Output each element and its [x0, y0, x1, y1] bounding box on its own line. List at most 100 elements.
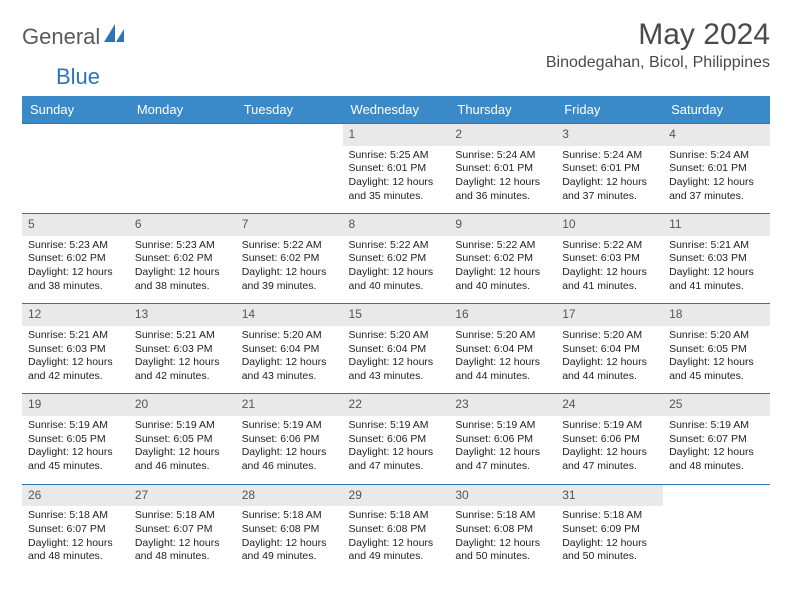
day-details: Sunrise: 5:18 AMSunset: 6:07 PMDaylight:…: [129, 506, 236, 574]
day-number: 17: [556, 304, 663, 326]
day-details: Sunrise: 5:18 AMSunset: 6:09 PMDaylight:…: [556, 506, 663, 574]
day-number: 3: [556, 124, 663, 146]
day-number: 2: [449, 124, 556, 146]
day-number: 18: [663, 304, 770, 326]
day-number: 7: [236, 214, 343, 236]
logo: General: [22, 18, 128, 50]
day-number: 4: [663, 124, 770, 146]
day-details: Sunrise: 5:20 AMSunset: 6:04 PMDaylight:…: [449, 326, 556, 394]
day-number: 12: [22, 304, 129, 326]
day-number: 21: [236, 394, 343, 416]
day-details: Sunrise: 5:24 AMSunset: 6:01 PMDaylight:…: [663, 146, 770, 214]
calendar-cell: 21Sunrise: 5:19 AMSunset: 6:06 PMDayligh…: [236, 394, 343, 484]
day-details: Sunrise: 5:23 AMSunset: 6:02 PMDaylight:…: [22, 236, 129, 304]
calendar-row: 12Sunrise: 5:21 AMSunset: 6:03 PMDayligh…: [22, 304, 770, 394]
day-number: 10: [556, 214, 663, 236]
calendar-cell: 16Sunrise: 5:20 AMSunset: 6:04 PMDayligh…: [449, 304, 556, 394]
day-details: Sunrise: 5:18 AMSunset: 6:08 PMDaylight:…: [343, 506, 450, 574]
calendar-cell: 6Sunrise: 5:23 AMSunset: 6:02 PMDaylight…: [129, 214, 236, 304]
calendar-cell: [236, 124, 343, 214]
day-number: 11: [663, 214, 770, 236]
calendar-cell: 30Sunrise: 5:18 AMSunset: 6:08 PMDayligh…: [449, 484, 556, 574]
day-number: 28: [236, 485, 343, 507]
day-number: 6: [129, 214, 236, 236]
calendar-cell: 5Sunrise: 5:23 AMSunset: 6:02 PMDaylight…: [22, 214, 129, 304]
weekday-header: Thursday: [449, 96, 556, 124]
calendar-cell: [129, 124, 236, 214]
day-details: Sunrise: 5:21 AMSunset: 6:03 PMDaylight:…: [22, 326, 129, 394]
day-number: 15: [343, 304, 450, 326]
day-details: Sunrise: 5:20 AMSunset: 6:04 PMDaylight:…: [556, 326, 663, 394]
weekday-header: Friday: [556, 96, 663, 124]
calendar-cell: 9Sunrise: 5:22 AMSunset: 6:02 PMDaylight…: [449, 214, 556, 304]
calendar-cell: 22Sunrise: 5:19 AMSunset: 6:06 PMDayligh…: [343, 394, 450, 484]
day-details: Sunrise: 5:20 AMSunset: 6:04 PMDaylight:…: [236, 326, 343, 394]
day-number: 27: [129, 485, 236, 507]
day-details: Sunrise: 5:20 AMSunset: 6:04 PMDaylight:…: [343, 326, 450, 394]
day-number: 20: [129, 394, 236, 416]
day-details: Sunrise: 5:24 AMSunset: 6:01 PMDaylight:…: [556, 146, 663, 214]
day-number: 30: [449, 485, 556, 507]
calendar-cell: 15Sunrise: 5:20 AMSunset: 6:04 PMDayligh…: [343, 304, 450, 394]
calendar-cell: [663, 484, 770, 574]
day-number: 1: [343, 124, 450, 146]
calendar-cell: 11Sunrise: 5:21 AMSunset: 6:03 PMDayligh…: [663, 214, 770, 304]
day-number: 26: [22, 485, 129, 507]
day-details: Sunrise: 5:22 AMSunset: 6:02 PMDaylight:…: [236, 236, 343, 304]
day-details: Sunrise: 5:19 AMSunset: 6:06 PMDaylight:…: [556, 416, 663, 484]
weekday-header: Wednesday: [343, 96, 450, 124]
day-details: Sunrise: 5:19 AMSunset: 6:05 PMDaylight:…: [22, 416, 129, 484]
day-details: [129, 130, 236, 188]
month-title: May 2024: [546, 18, 770, 52]
day-details: [663, 491, 770, 549]
calendar-cell: 10Sunrise: 5:22 AMSunset: 6:03 PMDayligh…: [556, 214, 663, 304]
logo-text-blue: Blue: [56, 64, 100, 89]
day-details: Sunrise: 5:22 AMSunset: 6:02 PMDaylight:…: [343, 236, 450, 304]
day-number: 25: [663, 394, 770, 416]
calendar-cell: 18Sunrise: 5:20 AMSunset: 6:05 PMDayligh…: [663, 304, 770, 394]
calendar-cell: 14Sunrise: 5:20 AMSunset: 6:04 PMDayligh…: [236, 304, 343, 394]
day-details: Sunrise: 5:19 AMSunset: 6:07 PMDaylight:…: [663, 416, 770, 484]
calendar-cell: 12Sunrise: 5:21 AMSunset: 6:03 PMDayligh…: [22, 304, 129, 394]
logo-sail-icon: [104, 24, 126, 49]
weekday-header-row: SundayMondayTuesdayWednesdayThursdayFrid…: [22, 96, 770, 124]
calendar-cell: 1Sunrise: 5:25 AMSunset: 6:01 PMDaylight…: [343, 124, 450, 214]
day-details: [236, 130, 343, 188]
day-details: Sunrise: 5:25 AMSunset: 6:01 PMDaylight:…: [343, 146, 450, 214]
calendar-table: SundayMondayTuesdayWednesdayThursdayFrid…: [22, 96, 770, 574]
day-number: 8: [343, 214, 450, 236]
location-text: Binodegahan, Bicol, Philippines: [546, 54, 770, 72]
calendar-cell: 29Sunrise: 5:18 AMSunset: 6:08 PMDayligh…: [343, 484, 450, 574]
calendar-cell: [22, 124, 129, 214]
day-details: Sunrise: 5:19 AMSunset: 6:05 PMDaylight:…: [129, 416, 236, 484]
day-details: Sunrise: 5:22 AMSunset: 6:03 PMDaylight:…: [556, 236, 663, 304]
day-details: Sunrise: 5:20 AMSunset: 6:05 PMDaylight:…: [663, 326, 770, 394]
day-number: 9: [449, 214, 556, 236]
calendar-cell: 24Sunrise: 5:19 AMSunset: 6:06 PMDayligh…: [556, 394, 663, 484]
calendar-cell: 4Sunrise: 5:24 AMSunset: 6:01 PMDaylight…: [663, 124, 770, 214]
calendar-cell: 3Sunrise: 5:24 AMSunset: 6:01 PMDaylight…: [556, 124, 663, 214]
day-details: [22, 130, 129, 188]
day-details: Sunrise: 5:18 AMSunset: 6:08 PMDaylight:…: [236, 506, 343, 574]
weekday-header: Monday: [129, 96, 236, 124]
day-details: Sunrise: 5:19 AMSunset: 6:06 PMDaylight:…: [343, 416, 450, 484]
logo-text-general: General: [22, 24, 100, 50]
day-number: 24: [556, 394, 663, 416]
day-details: Sunrise: 5:18 AMSunset: 6:07 PMDaylight:…: [22, 506, 129, 574]
day-details: Sunrise: 5:24 AMSunset: 6:01 PMDaylight:…: [449, 146, 556, 214]
calendar-cell: 26Sunrise: 5:18 AMSunset: 6:07 PMDayligh…: [22, 484, 129, 574]
calendar-cell: 25Sunrise: 5:19 AMSunset: 6:07 PMDayligh…: [663, 394, 770, 484]
day-details: Sunrise: 5:19 AMSunset: 6:06 PMDaylight:…: [236, 416, 343, 484]
calendar-cell: 28Sunrise: 5:18 AMSunset: 6:08 PMDayligh…: [236, 484, 343, 574]
calendar-cell: 23Sunrise: 5:19 AMSunset: 6:06 PMDayligh…: [449, 394, 556, 484]
day-details: Sunrise: 5:19 AMSunset: 6:06 PMDaylight:…: [449, 416, 556, 484]
calendar-cell: 2Sunrise: 5:24 AMSunset: 6:01 PMDaylight…: [449, 124, 556, 214]
day-number: 31: [556, 485, 663, 507]
day-number: 22: [343, 394, 450, 416]
calendar-cell: 19Sunrise: 5:19 AMSunset: 6:05 PMDayligh…: [22, 394, 129, 484]
calendar-row: 26Sunrise: 5:18 AMSunset: 6:07 PMDayligh…: [22, 484, 770, 574]
title-block: May 2024 Binodegahan, Bicol, Philippines: [546, 18, 770, 72]
weekday-header: Tuesday: [236, 96, 343, 124]
day-number: 19: [22, 394, 129, 416]
calendar-row: 5Sunrise: 5:23 AMSunset: 6:02 PMDaylight…: [22, 214, 770, 304]
